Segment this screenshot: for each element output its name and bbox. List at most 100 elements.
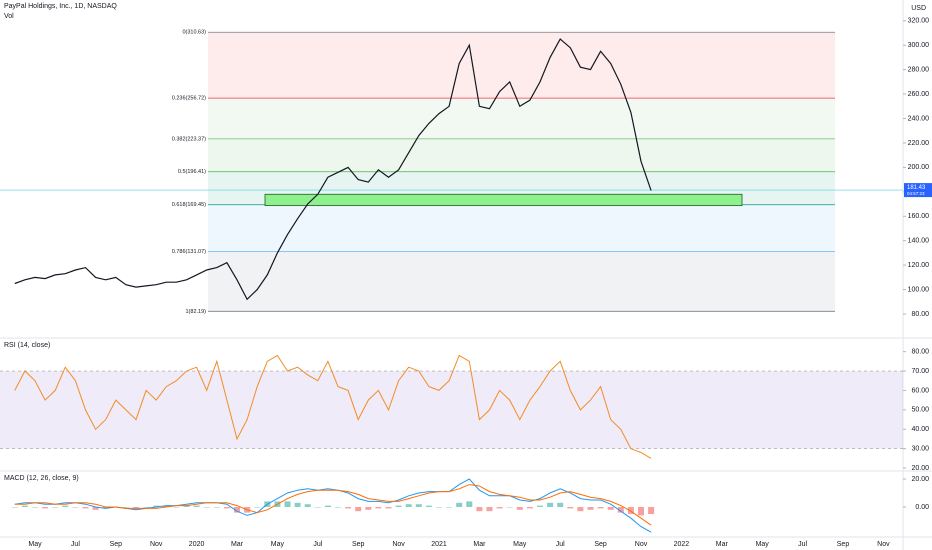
histogram-bar xyxy=(446,507,453,508)
y-tick-label: 100.00 xyxy=(908,286,930,293)
x-tick-label: Sep xyxy=(352,541,365,548)
x-tick-label: Mar xyxy=(231,541,244,548)
histogram-bar xyxy=(476,507,483,512)
x-tick-label: Mar xyxy=(716,541,729,548)
y-tick-label: 200.00 xyxy=(908,164,930,171)
histogram-bar xyxy=(415,504,422,507)
y-tick-label: 160.00 xyxy=(908,213,930,220)
histogram-bar xyxy=(294,502,301,507)
x-tick-label: Jul xyxy=(556,541,565,548)
y-tick-label: 320.00 xyxy=(908,18,930,25)
x-tick-label: 2022 xyxy=(674,541,690,548)
histogram-bar xyxy=(62,505,69,507)
y-tick-label: 300.00 xyxy=(908,42,930,49)
x-tick-label: Jul xyxy=(313,541,322,548)
x-tick-label: Sep xyxy=(594,541,607,548)
histogram-bar xyxy=(526,507,533,509)
histogram-bar xyxy=(506,507,513,508)
rsi-title: RSI (14, close) xyxy=(4,342,50,349)
histogram-bar xyxy=(537,505,543,507)
y-tick-label: 80.00 xyxy=(911,348,929,355)
histogram-bar xyxy=(52,507,59,508)
y-tick-label: 60.00 xyxy=(911,387,929,394)
y-tick-label: 30.00 xyxy=(911,446,929,453)
y-tick-label: 50.00 xyxy=(911,407,929,414)
x-tick-label: Nov xyxy=(877,541,890,548)
x-tick-label: May xyxy=(28,541,42,548)
histogram-bar xyxy=(183,505,190,507)
y-tick-label: 0.00 xyxy=(915,504,929,511)
currency: USD xyxy=(911,5,926,12)
histogram-bar xyxy=(284,501,291,507)
histogram-bar xyxy=(456,502,463,507)
histogram-bar xyxy=(496,507,503,509)
histogram-bar xyxy=(254,507,261,508)
histogram-bar xyxy=(567,507,574,509)
histogram-bar xyxy=(21,505,28,507)
histogram-bar xyxy=(385,507,392,509)
x-tick-label: Nov xyxy=(635,541,648,548)
histogram-bar xyxy=(42,507,49,509)
histogram-bar xyxy=(32,507,38,508)
rsi-band xyxy=(0,371,903,449)
x-tick-label: Sep xyxy=(110,541,123,548)
histogram-bar xyxy=(607,507,614,510)
fib-label: 0.236(256.72) xyxy=(172,96,206,102)
x-tick-label: Sep xyxy=(837,541,850,548)
x-tick-label: Nov xyxy=(392,541,405,548)
last-price-label: 181.43 xyxy=(907,185,926,191)
histogram-bar xyxy=(425,505,432,507)
histogram-bar xyxy=(516,507,523,510)
histogram-bar xyxy=(395,505,402,507)
histogram-bar xyxy=(436,507,442,508)
y-tick-label: 240.00 xyxy=(908,115,930,122)
chart-title: PayPal Holdings, Inc., 1D, NASDAQ xyxy=(4,3,117,10)
histogram-bar xyxy=(143,507,150,508)
y-tick-label: 40.00 xyxy=(911,426,929,433)
fib-label: 1(82.19) xyxy=(186,309,207,315)
y-tick-label: 280.00 xyxy=(908,66,930,73)
histogram-bar xyxy=(324,505,331,507)
volume-label: Vol xyxy=(4,13,14,20)
histogram-bar xyxy=(223,507,230,509)
fib-band xyxy=(208,204,835,252)
macd-title: MACD (12, 26, close, 9) xyxy=(4,475,79,482)
histogram-bar xyxy=(627,507,634,514)
histogram-bar xyxy=(617,507,624,513)
fib-band xyxy=(208,251,835,312)
countdown: 04:57:23 xyxy=(907,191,925,196)
histogram-bar xyxy=(648,507,655,514)
histogram-bar xyxy=(102,507,109,509)
x-tick-label: Mar xyxy=(473,541,486,548)
histogram-bar xyxy=(11,507,18,508)
histogram-bar xyxy=(587,507,594,510)
y-tick-label: 80.00 xyxy=(911,311,929,318)
histogram-bar xyxy=(203,507,210,508)
x-tick-label: May xyxy=(271,541,285,548)
fib-label: 0.786(131.07) xyxy=(172,249,206,255)
histogram-bar xyxy=(638,507,644,516)
histogram-bar xyxy=(193,505,200,507)
y-tick-label: 20.00 xyxy=(911,476,929,483)
y-tick-label: 20.00 xyxy=(911,465,929,472)
support-zone xyxy=(264,193,743,207)
histogram-bar xyxy=(173,507,180,508)
histogram-bar xyxy=(163,505,170,507)
x-tick-label: May xyxy=(756,541,770,548)
histogram-bar xyxy=(405,504,412,507)
histogram-bar xyxy=(365,507,372,510)
fib-band xyxy=(208,32,835,99)
series-line xyxy=(14,478,652,533)
histogram-bar xyxy=(314,507,321,508)
fib-label: 0.5(196.41) xyxy=(178,169,206,175)
histogram-bar xyxy=(355,507,362,512)
fib-label: 0.618(169.45) xyxy=(172,202,206,208)
x-tick-label: Nov xyxy=(150,541,163,548)
histogram-bar xyxy=(213,507,220,508)
histogram-bar xyxy=(72,507,79,508)
y-tick-label: 120.00 xyxy=(908,262,930,269)
x-tick-label: May xyxy=(513,541,527,548)
histogram-bar xyxy=(375,507,382,509)
fib-label: 0.382(223.37) xyxy=(172,136,206,142)
